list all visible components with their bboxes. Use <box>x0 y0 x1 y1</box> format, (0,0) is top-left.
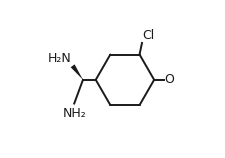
Text: H₂N: H₂N <box>48 52 71 65</box>
Text: O: O <box>164 73 174 86</box>
Text: Cl: Cl <box>142 29 154 42</box>
Polygon shape <box>70 64 83 80</box>
Text: NH₂: NH₂ <box>63 106 86 120</box>
